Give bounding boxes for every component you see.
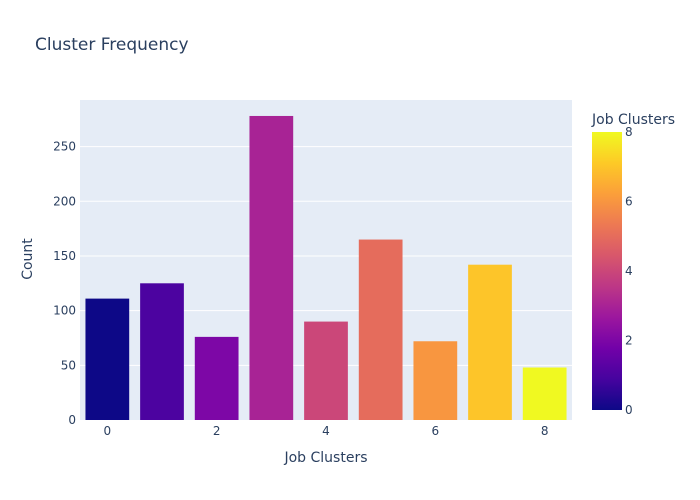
colorbar: Job Clusters 0 2 4 6 8 <box>591 112 675 417</box>
y-tick-label: 100 <box>53 304 76 318</box>
bar <box>304 321 348 420</box>
colorbar-tick-label: 0 <box>625 403 633 417</box>
y-tick-label: 50 <box>61 358 76 372</box>
x-axis-title: Job Clusters <box>283 450 367 466</box>
colorbar-tick-label: 8 <box>625 125 633 139</box>
colorbar-gradient <box>592 132 622 410</box>
bar <box>413 341 458 420</box>
x-axis-ticks: 0 2 4 6 8 <box>104 424 549 438</box>
y-tick-label: 150 <box>53 249 76 263</box>
x-tick-label: 6 <box>432 424 440 438</box>
y-tick-label: 250 <box>53 140 76 154</box>
chart-title: Cluster Frequency <box>35 35 189 55</box>
y-tick-label: 0 <box>68 413 76 427</box>
bar <box>85 298 130 420</box>
bar <box>140 283 184 420</box>
x-tick-label: 8 <box>541 424 549 438</box>
colorbar-title: Job Clusters <box>591 112 675 128</box>
x-tick-label: 2 <box>213 424 221 438</box>
y-axis-ticks: 0 50 100 150 200 250 <box>53 140 76 427</box>
bar <box>522 367 567 420</box>
colorbar-tick-label: 6 <box>625 195 633 209</box>
y-axis-title: Count <box>20 238 36 280</box>
colorbar-tick-label: 4 <box>625 264 633 278</box>
bar <box>249 115 294 420</box>
x-tick-label: 0 <box>104 424 112 438</box>
bars <box>85 115 567 420</box>
y-tick-label: 200 <box>53 194 76 208</box>
colorbar-tick-label: 2 <box>625 334 633 348</box>
x-tick-label: 4 <box>322 424 330 438</box>
bar <box>194 336 239 420</box>
bar <box>358 239 403 420</box>
bar <box>468 264 512 420</box>
